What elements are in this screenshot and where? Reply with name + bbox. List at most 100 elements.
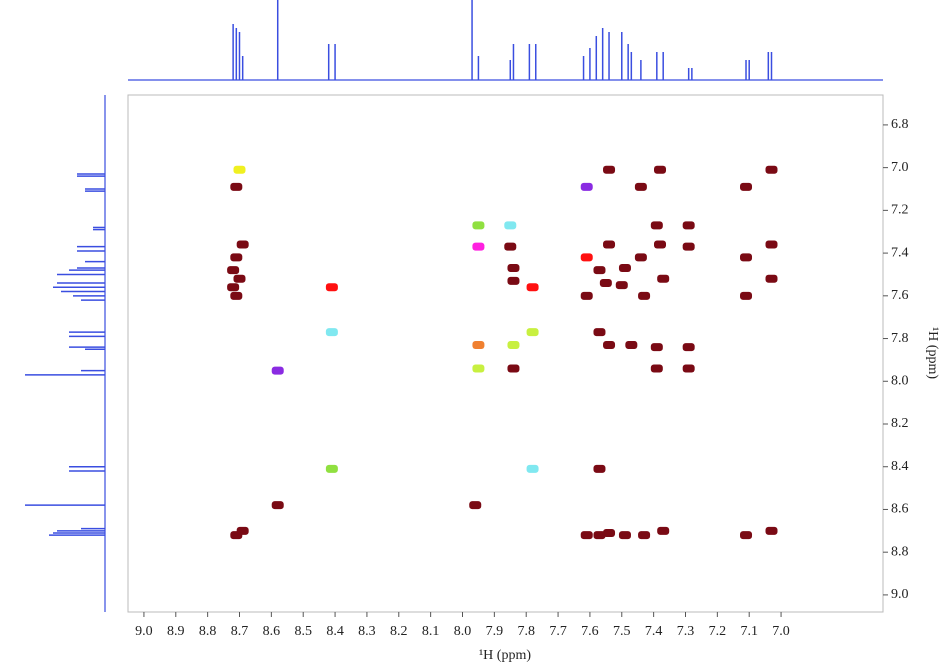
cross-peak	[227, 283, 240, 292]
cross-peak	[603, 340, 616, 349]
cross-peak	[618, 531, 631, 540]
x-tick-label: 7.2	[709, 624, 727, 639]
cross-peak	[654, 165, 667, 174]
cross-peak	[603, 528, 616, 537]
y-tick-label: 8.4	[891, 459, 909, 474]
x-tick-label: 8.1	[422, 624, 440, 639]
cross-peak	[472, 221, 485, 230]
cross-peak	[682, 221, 695, 230]
cross-peak	[580, 291, 593, 300]
cross-peak	[233, 274, 246, 283]
cross-peak	[740, 531, 753, 540]
cross-peak	[580, 531, 593, 540]
x-tick-label: 7.3	[677, 624, 695, 639]
cross-peak	[650, 364, 663, 373]
cross-peak	[638, 531, 651, 540]
cross-peak	[472, 340, 485, 349]
cross-peak	[682, 364, 695, 373]
x-tick-label: 8.2	[390, 624, 408, 639]
x-tick-label: 8.0	[454, 624, 472, 639]
x-tick-label: 9.0	[135, 624, 153, 639]
cross-peak	[227, 266, 240, 275]
y-tick-label: 7.6	[891, 288, 909, 303]
cross-peak	[507, 364, 520, 373]
cross-peak	[765, 526, 778, 535]
cross-peak	[472, 242, 485, 251]
cross-peak	[325, 283, 338, 292]
cross-peak	[236, 526, 249, 535]
x-tick-label: 8.6	[263, 624, 281, 639]
cross-peak	[650, 343, 663, 352]
plot-frame	[127, 94, 884, 613]
x-tick-label: 7.6	[581, 624, 599, 639]
x-tick-label: 7.0	[772, 624, 790, 639]
cross-peak	[682, 343, 695, 352]
cross-peak	[593, 266, 606, 275]
cross-peak	[634, 253, 647, 262]
x-tick-label: 8.9	[167, 624, 185, 639]
y-tick-label: 8.2	[891, 416, 909, 431]
y-tick-label: 9.0	[891, 587, 909, 602]
cross-peak	[765, 274, 778, 283]
cross-peak	[580, 253, 593, 262]
cross-peak	[634, 182, 647, 191]
x-tick-label: 7.7	[549, 624, 567, 639]
cross-peak	[507, 276, 520, 285]
y-tick-label: 8.0	[891, 373, 909, 388]
x-tick-label: 7.8	[517, 624, 535, 639]
cross-peak	[593, 531, 606, 540]
y-tick-label: 6.8	[891, 117, 909, 132]
cross-peak	[603, 165, 616, 174]
cross-peak	[593, 464, 606, 473]
x-tick-label: 7.9	[486, 624, 504, 639]
cross-peak	[507, 264, 520, 273]
cross-peak	[507, 340, 520, 349]
y-tick-label: 8.6	[891, 502, 909, 517]
cross-peak	[233, 165, 246, 174]
cross-peak	[740, 291, 753, 300]
cross-peak	[657, 526, 670, 535]
cross-peak	[325, 328, 338, 337]
x-tick-label: 8.8	[199, 624, 217, 639]
cross-peak	[526, 283, 539, 292]
cross-peak	[740, 253, 753, 262]
cross-peak	[740, 182, 753, 191]
cross-peak	[657, 274, 670, 283]
cross-peak	[504, 242, 517, 251]
x-tick-label: 8.3	[358, 624, 376, 639]
y-tick-label: 7.4	[891, 245, 909, 260]
cross-peak	[625, 340, 638, 349]
cross-peak	[472, 364, 485, 373]
cross-peak	[593, 328, 606, 337]
x-tick-label: 8.4	[326, 624, 344, 639]
cross-peak	[236, 240, 249, 249]
cross-peak	[603, 240, 616, 249]
cross-peak	[271, 501, 284, 510]
cross-peak	[504, 221, 517, 230]
cross-peak	[599, 279, 612, 287]
x-tick-label: 8.5	[294, 624, 312, 639]
cross-peak	[650, 221, 663, 230]
cross-peak	[230, 253, 243, 262]
x-tick-label: 7.1	[740, 624, 758, 639]
cross-peak	[230, 182, 243, 191]
x-tick-label: 7.5	[613, 624, 631, 639]
cross-peak	[638, 291, 651, 300]
cross-peak	[469, 501, 482, 510]
cross-peak	[271, 366, 284, 375]
cross-peak	[765, 165, 778, 174]
cross-peak	[682, 242, 695, 251]
y-tick-label: 8.8	[891, 544, 909, 559]
cross-peak	[325, 464, 338, 473]
cross-peak	[615, 281, 628, 290]
x-axis-label: ¹H (ppm)	[479, 648, 531, 663]
cross-peak	[526, 328, 539, 337]
cross-peak	[765, 240, 778, 249]
y-axis-label: ¹H (ppm)	[925, 327, 940, 379]
cross-peak	[230, 291, 243, 300]
y-tick-label: 7.0	[891, 160, 909, 175]
cross-peak	[526, 464, 539, 473]
x-tick-label: 7.4	[645, 624, 663, 639]
